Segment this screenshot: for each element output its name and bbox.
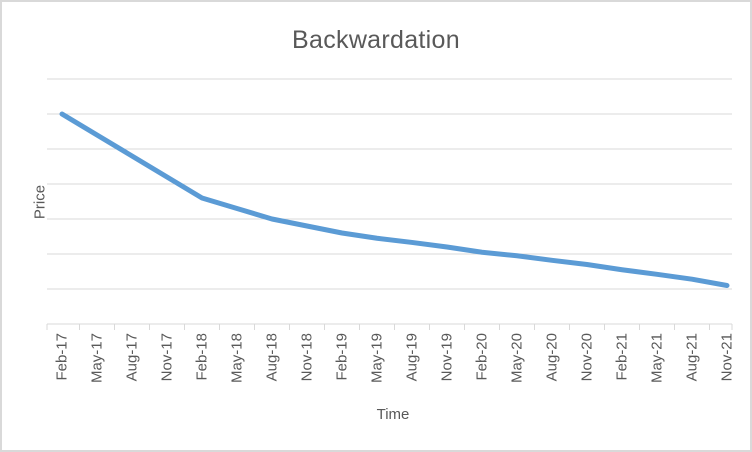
x-tick-label: Nov-21 (719, 333, 736, 381)
x-tick-label: Feb-19 (334, 333, 351, 381)
x-tick-label: Feb-17 (54, 333, 71, 381)
x-axis-ticks-group (46, 324, 733, 330)
x-tick-label: Nov-17 (159, 333, 176, 381)
x-axis-tick-labels-group: Feb-17 May-17 Aug-17 Nov-17 Feb-18 May-18 Aug-… (54, 333, 736, 383)
x-tick-label: Nov-19 (439, 333, 456, 381)
x-tick-label: May-18 (229, 333, 246, 383)
x-tick-label: May-17 (89, 333, 106, 383)
x-tick-label: Aug-18 (264, 333, 281, 381)
price-line-series (59, 111, 730, 288)
x-tick-label: May-20 (509, 333, 526, 383)
x-tick-label: Aug-20 (544, 333, 561, 381)
x-tick-label: Aug-19 (404, 333, 421, 381)
series-group (59, 111, 730, 288)
x-tick-label: Feb-18 (194, 333, 211, 381)
gridlines-group (47, 78, 732, 325)
x-tick-label: Nov-20 (579, 333, 596, 381)
x-tick-label: Feb-21 (614, 333, 631, 381)
x-tick-label: Feb-20 (474, 333, 491, 381)
x-tick-label: Aug-17 (124, 333, 141, 381)
x-axis-title: Time (377, 406, 410, 423)
x-tick-label: Nov-18 (299, 333, 316, 381)
x-tick-label: May-21 (649, 333, 666, 383)
x-tick-label: Aug-21 (684, 333, 701, 381)
chart-title: Backwardation (292, 26, 460, 54)
y-axis-title: Price (32, 185, 49, 219)
x-tick-label: May-19 (369, 333, 386, 383)
